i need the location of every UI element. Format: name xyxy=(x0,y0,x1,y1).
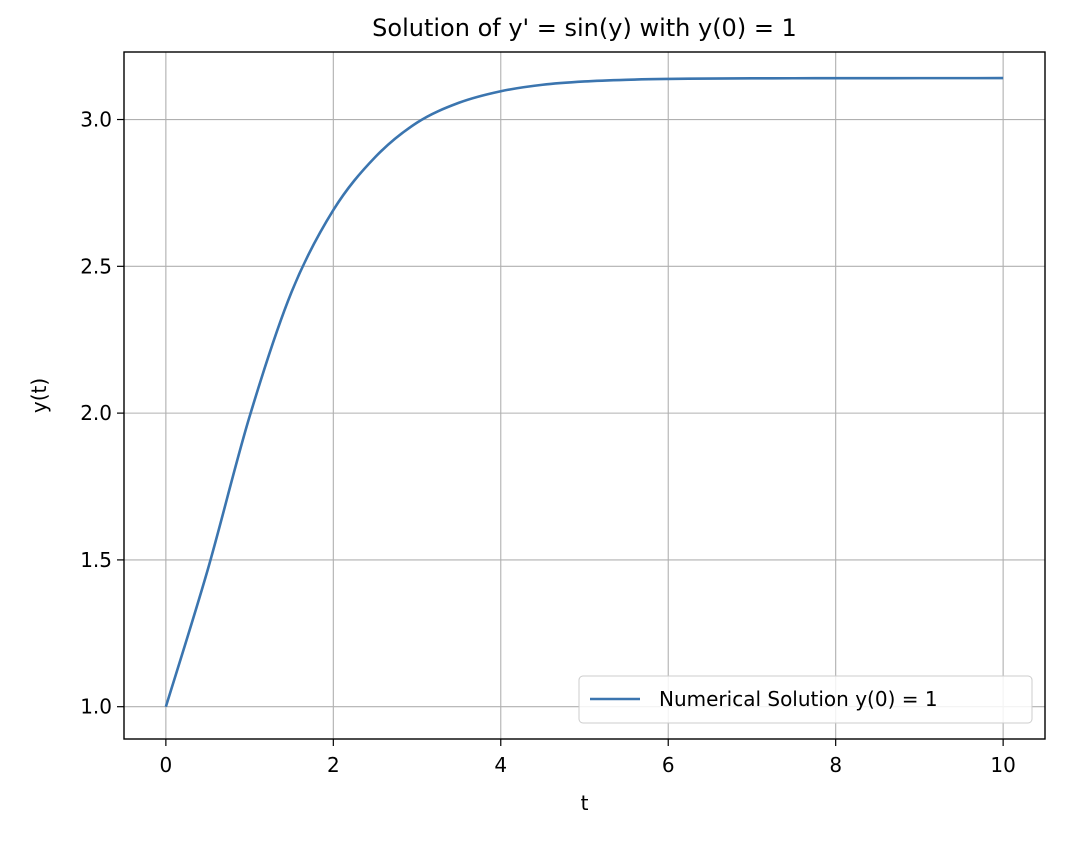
x-tick-label: 10 xyxy=(990,753,1015,777)
legend: Numerical Solution y(0) = 1 xyxy=(578,675,1033,724)
plot-area-frame xyxy=(123,51,1046,740)
series-layer xyxy=(164,76,1004,708)
legend-series-label: Numerical Solution y(0) = 1 xyxy=(659,687,938,711)
legend-box xyxy=(578,675,1033,724)
chart-title: Solution of y' = sin(y) with y(0) = 1 xyxy=(372,14,797,42)
y-axis-label: y(t) xyxy=(27,378,51,413)
x-tick-label: 6 xyxy=(662,753,675,777)
y-tick-label: 1.0 xyxy=(80,695,112,719)
y-tick-label: 1.5 xyxy=(80,548,112,572)
x-axis-label: t xyxy=(581,791,589,815)
y-tick-label: 2.0 xyxy=(80,401,112,425)
y-tick-label: 2.5 xyxy=(80,254,112,278)
x-tick-label: 0 xyxy=(159,753,172,777)
x-tick-label: 2 xyxy=(327,753,340,777)
grid xyxy=(124,52,1045,739)
x-tick-label: 4 xyxy=(494,753,507,777)
y-tick-label: 3.0 xyxy=(80,108,112,132)
x-tick-label: 8 xyxy=(829,753,842,777)
series-line-0 xyxy=(164,76,1004,708)
axis-ticks: 0 2 4 6 8 10 1.0 1.5 2.0 2.5 3.0 xyxy=(80,108,1016,777)
